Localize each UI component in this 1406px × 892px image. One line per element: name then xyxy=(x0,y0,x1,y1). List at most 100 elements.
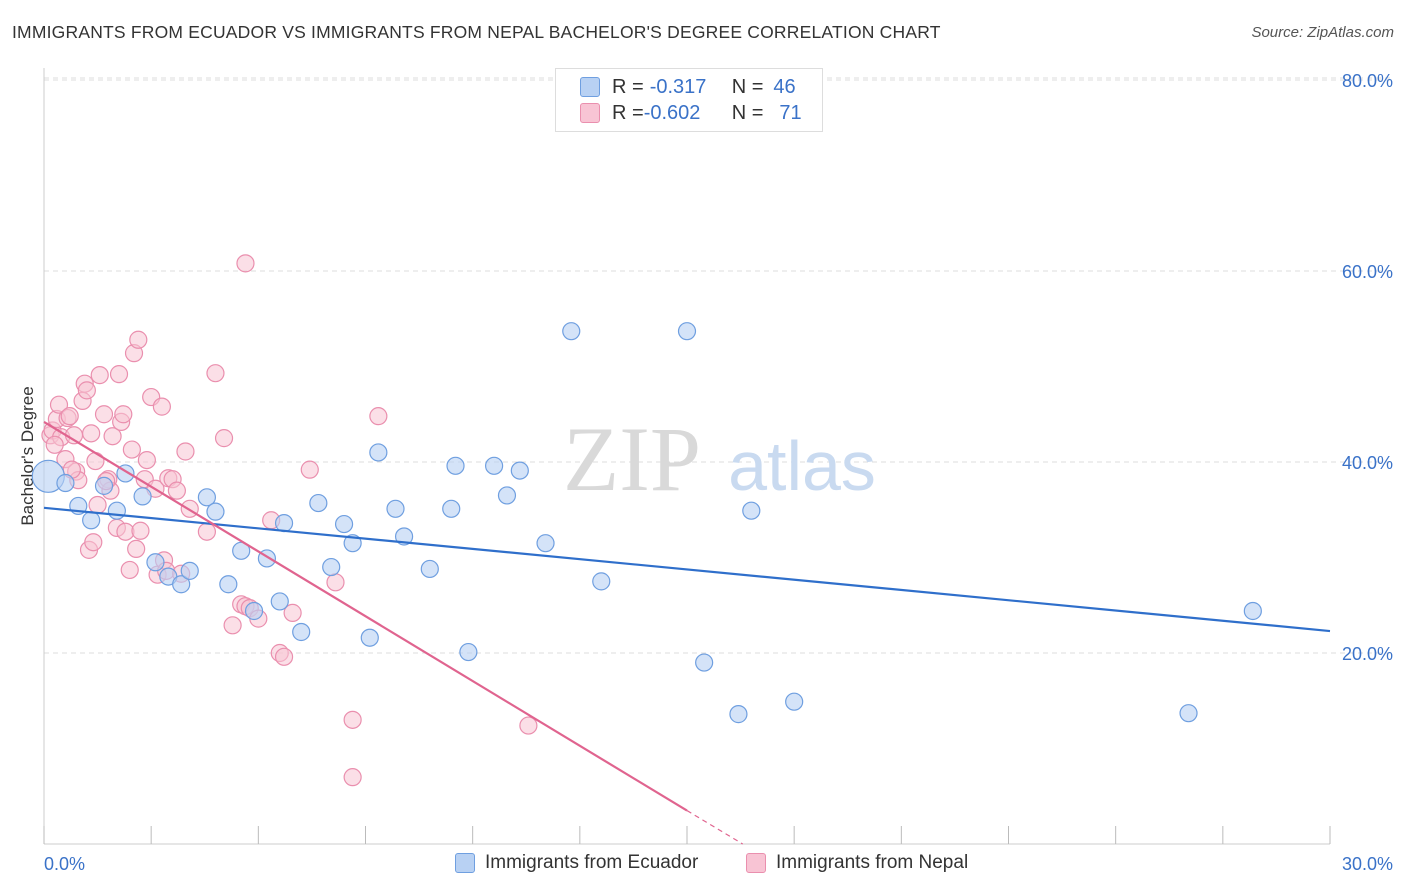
series-legend: Immigrants from Ecuador Immigrants from … xyxy=(0,852,1406,878)
chart-title: IMMIGRANTS FROM ECUADOR VS IMMIGRANTS FR… xyxy=(12,22,941,42)
ecuador-point xyxy=(219,575,238,594)
stats-legend: R = -0.317 N = 46 R = -0.602 N = 71 xyxy=(555,68,823,132)
ecuador-point xyxy=(497,486,517,505)
n-value: 71 xyxy=(779,101,802,124)
x-tick-label: 0.0% xyxy=(44,854,85,874)
nepal-trend-extension xyxy=(686,810,744,845)
nepal-point xyxy=(45,435,64,454)
ecuador-trend-line xyxy=(43,506,1331,633)
ecuador-point xyxy=(334,514,354,534)
ecuador-point xyxy=(442,499,461,518)
ecuador-point xyxy=(56,473,75,493)
ecuador-point xyxy=(309,493,328,513)
nepal-point xyxy=(214,429,234,448)
ecuador-point xyxy=(592,572,611,591)
nepal-point xyxy=(129,330,148,349)
y-tick-label: 60.0% xyxy=(1342,262,1393,282)
nepal-point xyxy=(343,710,362,729)
ecuador-point xyxy=(394,527,414,546)
nepal-point xyxy=(94,405,114,424)
nepal-point xyxy=(300,460,319,479)
ecuador-point xyxy=(172,575,191,594)
ecuador-point xyxy=(343,534,362,553)
ecuador-point xyxy=(360,628,379,647)
legend-label-nepal: Immigrants from Nepal xyxy=(776,852,969,873)
nepal-point xyxy=(122,440,141,459)
ecuador-point xyxy=(459,642,478,662)
nepal-point xyxy=(197,522,216,541)
watermark-atlas: atlas xyxy=(728,427,876,505)
ecuador-legend-swatch xyxy=(455,853,475,873)
ecuador-point xyxy=(292,622,311,642)
nepal-point xyxy=(84,533,103,552)
nepal-point xyxy=(369,407,388,426)
nepal-points xyxy=(41,254,538,787)
ecuador-point xyxy=(562,322,581,341)
nepal-swatch xyxy=(580,103,600,123)
r-value: -0.317 xyxy=(649,75,707,98)
nepal-legend-swatch xyxy=(746,853,766,873)
legend-item-ecuador: Immigrants from Ecuador xyxy=(455,852,698,874)
nepal-point xyxy=(116,522,135,541)
ecuador-point xyxy=(785,692,804,711)
ecuador-point xyxy=(729,705,748,724)
y-tick-label: 40.0% xyxy=(1342,453,1393,473)
n-label: N = xyxy=(731,101,764,124)
nepal-point xyxy=(167,481,186,500)
grid-lines xyxy=(44,77,1392,654)
ecuador-point xyxy=(270,592,289,611)
nepal-point xyxy=(343,768,362,787)
legend-label-ecuador: Immigrants from Ecuador xyxy=(485,852,699,873)
y-tick-label: 20.0% xyxy=(1342,644,1393,664)
ecuador-point xyxy=(677,322,697,341)
ecuador-point xyxy=(510,461,529,480)
nepal-point xyxy=(103,427,122,446)
nepal-point xyxy=(152,397,171,416)
nepal-point xyxy=(86,451,105,471)
ecuador-point xyxy=(420,559,439,579)
ecuador-point xyxy=(133,487,152,506)
legend-item-nepal: Immigrants from Nepal xyxy=(746,852,968,874)
r-label: R = xyxy=(612,75,644,98)
nepal-trend-line xyxy=(43,420,688,812)
ecuador-point xyxy=(107,501,126,520)
ecuador-point xyxy=(94,476,114,495)
ecuador-points xyxy=(31,322,1262,724)
ecuador-point xyxy=(322,557,341,577)
ecuador-point xyxy=(274,514,294,533)
nepal-point xyxy=(120,560,139,580)
nepal-point xyxy=(114,405,133,424)
ecuador-point xyxy=(197,488,216,507)
ecuador-point xyxy=(695,653,714,672)
nepal-point xyxy=(274,647,294,666)
nepal-point xyxy=(223,616,242,635)
nepal-point xyxy=(82,424,101,443)
ecuador-point xyxy=(369,443,388,462)
ecuador-point xyxy=(180,561,199,580)
nepal-point xyxy=(131,521,150,540)
ecuador-swatch xyxy=(580,77,600,97)
nepal-point xyxy=(283,603,302,622)
nepal-point xyxy=(88,495,107,515)
x-tick-label: 30.0% xyxy=(1342,854,1393,874)
nepal-point xyxy=(49,395,69,414)
nepal-point xyxy=(127,539,146,559)
ecuador-point xyxy=(1179,704,1198,723)
source-label: Source: ZipAtlas.com xyxy=(1251,24,1394,41)
nepal-point xyxy=(326,573,345,592)
nepal-point xyxy=(60,407,79,426)
stats-row-ecuador: R = -0.317 N = 46 xyxy=(580,74,796,100)
tick-labels: 20.0% 40.0% 60.0% 80.0% 0.0% 30.0% xyxy=(44,71,1393,874)
nepal-point xyxy=(90,365,109,385)
axes xyxy=(43,68,1331,845)
nepal-point xyxy=(206,364,225,383)
ecuador-point xyxy=(536,534,555,553)
nepal-point xyxy=(109,365,129,384)
watermark-zip: ZIP xyxy=(563,408,701,510)
ecuador-point xyxy=(82,511,101,530)
nepal-point xyxy=(236,254,255,273)
ecuador-point xyxy=(206,502,225,521)
nepal-point xyxy=(77,381,96,400)
r-label: R = xyxy=(612,101,644,124)
nepal-point xyxy=(519,716,538,735)
